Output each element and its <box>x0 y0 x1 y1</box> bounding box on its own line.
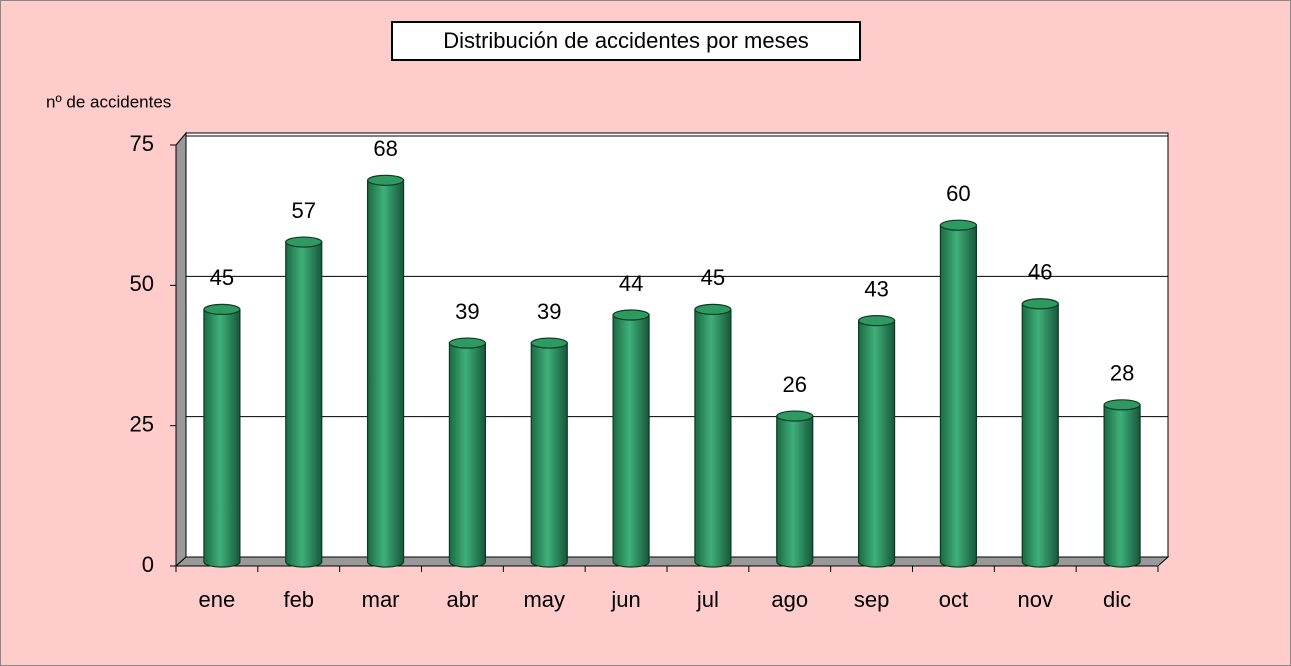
y-tick-label: 50 <box>130 271 154 296</box>
bar <box>366 179 405 568</box>
x-tick-label: dic <box>1103 587 1131 612</box>
bar-top <box>530 337 568 349</box>
data-label: 46 <box>1028 260 1052 285</box>
bar <box>1103 404 1141 568</box>
x-tick-label: jul <box>696 587 719 612</box>
x-tick-label: abr <box>447 587 479 612</box>
x-tick-label: may <box>523 587 565 612</box>
data-label: 28 <box>1110 361 1134 386</box>
side-wall <box>175 131 187 568</box>
back-wall <box>185 132 1169 558</box>
chart-title: Distribución de accidentes por meses <box>443 28 809 53</box>
bar-top <box>1103 399 1141 411</box>
data-label: 39 <box>455 299 479 324</box>
data-label: 39 <box>537 299 561 324</box>
bar <box>285 241 323 568</box>
x-tick-label: oct <box>939 587 968 612</box>
x-tick-label: mar <box>362 587 400 612</box>
bar-top <box>776 410 814 422</box>
bar <box>448 342 487 568</box>
bar-top <box>694 303 732 315</box>
bar <box>776 415 814 568</box>
bar-top <box>939 219 978 231</box>
x-tick-label: ago <box>771 587 808 612</box>
bar-top <box>203 303 241 315</box>
data-label: 45 <box>210 265 234 290</box>
bar-top <box>285 236 323 248</box>
x-tick-label: jun <box>610 587 640 612</box>
bar-top <box>366 174 405 186</box>
bar-top <box>857 315 896 327</box>
bar <box>612 314 650 568</box>
y-axis-label: nº de accidentes <box>46 92 171 111</box>
floor <box>174 556 1170 567</box>
bar <box>530 342 568 568</box>
bar <box>203 308 241 568</box>
x-tick-label: feb <box>283 587 314 612</box>
y-tick-label: 0 <box>142 552 154 577</box>
data-label: 57 <box>292 198 316 223</box>
y-tick-label: 25 <box>130 411 154 436</box>
y-tick-label: 75 <box>130 131 154 156</box>
bar-top <box>1021 298 1059 310</box>
data-label: 43 <box>864 276 888 301</box>
bar-top <box>448 337 487 349</box>
data-label: 68 <box>373 136 397 161</box>
x-tick-label: ene <box>199 587 236 612</box>
bar <box>694 308 732 568</box>
title-box <box>391 21 861 61</box>
data-label: 60 <box>946 181 970 206</box>
bar-top <box>612 309 650 321</box>
x-tick-label: nov <box>1018 587 1053 612</box>
bar <box>857 320 896 568</box>
bar <box>939 224 978 568</box>
x-tick-label: sep <box>854 587 889 612</box>
bar <box>1021 303 1059 568</box>
data-label: 44 <box>619 271 643 296</box>
data-label: 26 <box>783 372 807 397</box>
data-label: 45 <box>701 265 725 290</box>
